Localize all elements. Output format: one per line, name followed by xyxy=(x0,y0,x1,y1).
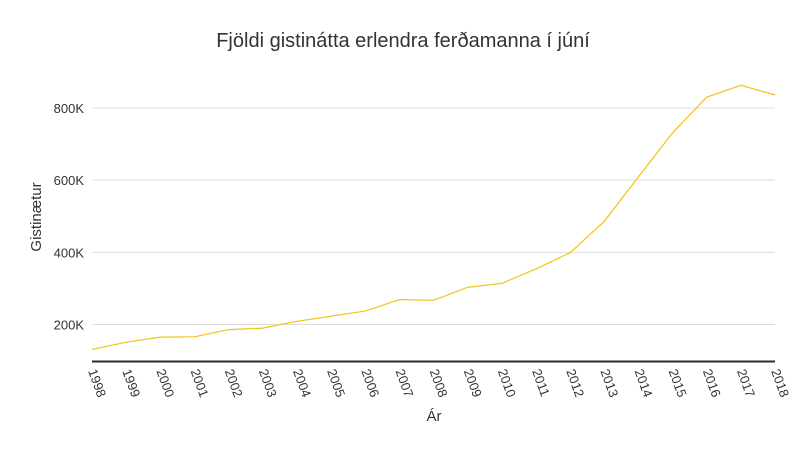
y-tick-label: 200K xyxy=(54,318,85,333)
x-tick-label: 1999 xyxy=(119,367,143,399)
chart-title: Fjöldi gistinátta erlendra ferðamanna í … xyxy=(216,30,590,52)
y-axis-ticks: 200K 400K 600K 800K xyxy=(54,101,85,333)
x-tick-label: 2005 xyxy=(324,367,348,399)
x-tick-label: 2013 xyxy=(597,367,621,399)
x-tick-label: 2011 xyxy=(529,367,553,398)
series-line xyxy=(91,84,776,350)
x-tick-label: 2009 xyxy=(461,367,485,399)
x-tick-label: 2002 xyxy=(222,367,246,399)
x-tick-label: 2003 xyxy=(256,367,280,399)
y-tick-label: 400K xyxy=(54,245,85,260)
y-tick-label: 600K xyxy=(54,173,85,188)
x-tick-label: 2015 xyxy=(666,367,690,399)
x-tick-label: 2000 xyxy=(153,367,177,399)
x-tick-label: 1998 xyxy=(85,367,109,399)
y-axis-title: Gistinætur xyxy=(28,182,45,251)
x-tick-label: 2001 xyxy=(188,367,212,399)
x-axis-title: Ár xyxy=(427,408,442,425)
x-axis-ticks: 1998 1999 2000 2001 2002 2003 2004 2005 2006 2007… xyxy=(85,367,792,399)
x-tick-label: 2014 xyxy=(632,367,656,399)
x-tick-label: 2017 xyxy=(734,367,758,399)
x-tick-label: 2016 xyxy=(700,367,724,399)
y-gridlines xyxy=(92,107,775,325)
x-tick-label: 2008 xyxy=(427,367,451,399)
x-tick-label: 2004 xyxy=(290,367,314,399)
x-tick-label: 2018 xyxy=(768,367,792,399)
x-tick-label: 2010 xyxy=(495,367,519,399)
x-tick-label: 2012 xyxy=(563,367,587,399)
x-tick-label: 2006 xyxy=(358,367,382,399)
x-tick-label: 2007 xyxy=(393,367,417,399)
y-tick-label: 800K xyxy=(54,101,85,116)
